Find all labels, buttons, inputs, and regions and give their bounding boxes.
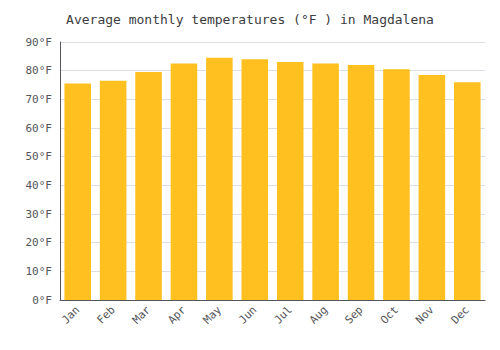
svg-text:40°F: 40°F — [26, 179, 53, 192]
svg-text:Nov: Nov — [413, 303, 436, 326]
svg-text:80°F: 80°F — [26, 64, 53, 77]
svg-text:60°F: 60°F — [26, 122, 53, 135]
svg-text:0°F: 0°F — [32, 294, 52, 307]
svg-text:Feb: Feb — [94, 303, 117, 326]
svg-text:Aug: Aug — [307, 303, 330, 326]
svg-text:90°F: 90°F — [26, 36, 53, 49]
svg-text:May: May — [201, 303, 224, 326]
svg-text:50°F: 50°F — [26, 150, 53, 163]
svg-text:Jun: Jun — [236, 303, 259, 326]
svg-text:Sep: Sep — [342, 303, 365, 326]
svg-text:Average monthly temperatures (: Average monthly temperatures (°F ) in Ma… — [66, 12, 434, 27]
svg-text:Dec: Dec — [449, 303, 472, 326]
svg-text:Mar: Mar — [130, 303, 153, 326]
svg-text:10°F: 10°F — [26, 265, 53, 278]
svg-text:30°F: 30°F — [26, 208, 53, 221]
svg-text:Oct: Oct — [378, 303, 401, 326]
svg-text:20°F: 20°F — [26, 236, 53, 249]
svg-text:Apr: Apr — [165, 303, 188, 326]
svg-text:Jul: Jul — [272, 303, 295, 326]
svg-text:Jan: Jan — [59, 303, 82, 326]
svg-text:70°F: 70°F — [26, 93, 53, 106]
